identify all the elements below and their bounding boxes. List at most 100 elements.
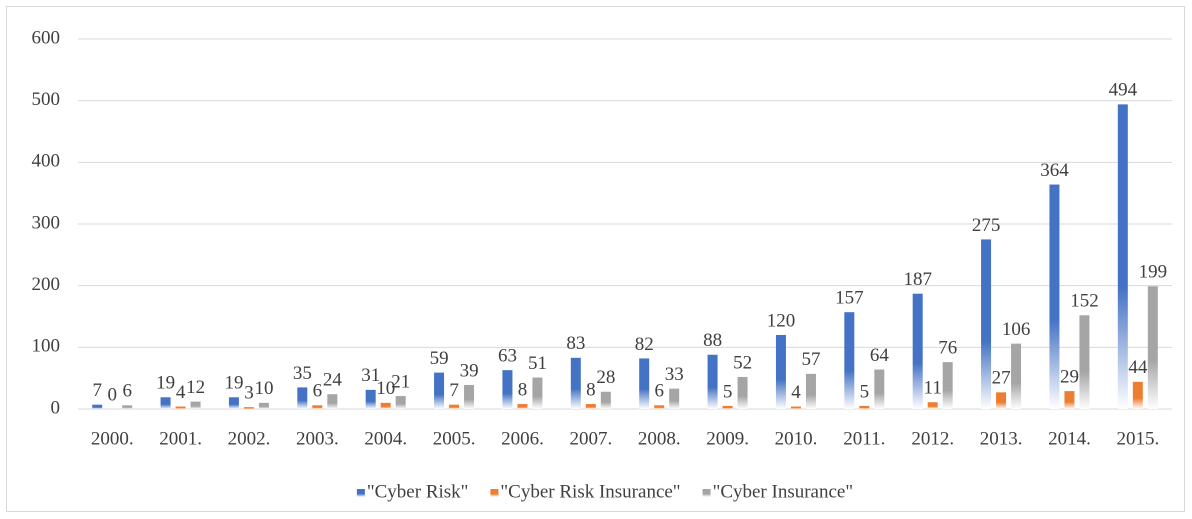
bar bbox=[502, 370, 513, 409]
bar bbox=[243, 407, 254, 409]
data-label: 21 bbox=[391, 371, 410, 392]
data-label: 51 bbox=[528, 353, 547, 374]
data-label: 8 bbox=[518, 379, 528, 400]
x-tick-label: 2000. bbox=[91, 428, 134, 449]
bar bbox=[92, 404, 103, 409]
bar bbox=[449, 404, 460, 409]
x-tick-label: 2003. bbox=[296, 428, 339, 449]
data-label: 5 bbox=[723, 381, 733, 402]
legend-marker bbox=[356, 489, 365, 497]
data-label: 64 bbox=[870, 345, 890, 366]
bar bbox=[464, 384, 475, 409]
data-label: 27 bbox=[992, 368, 1011, 389]
x-tick-label: 2015. bbox=[1116, 428, 1159, 449]
bar bbox=[1011, 343, 1022, 409]
data-label: 29 bbox=[1060, 366, 1079, 387]
bar bbox=[228, 397, 239, 409]
bar bbox=[669, 388, 680, 409]
bar bbox=[874, 369, 885, 409]
legend-label: "Cyber Insurance" bbox=[713, 481, 854, 502]
data-label: 24 bbox=[323, 370, 343, 391]
bar bbox=[365, 389, 376, 409]
bar bbox=[380, 402, 391, 409]
bar bbox=[517, 404, 528, 409]
bar bbox=[258, 402, 269, 409]
data-label: 6 bbox=[654, 381, 664, 402]
bar bbox=[1147, 286, 1158, 409]
bar bbox=[805, 373, 816, 409]
x-tick-label: 2006. bbox=[501, 428, 544, 449]
bar bbox=[600, 391, 611, 409]
data-label: 494 bbox=[1109, 80, 1138, 101]
x-tick-label: 2009. bbox=[706, 428, 749, 449]
data-label: 82 bbox=[635, 334, 654, 355]
y-tick-label: 300 bbox=[32, 212, 61, 233]
bar bbox=[639, 358, 650, 409]
x-tick-label: 2004. bbox=[364, 428, 407, 449]
legend-marker bbox=[702, 489, 711, 497]
bar bbox=[981, 239, 992, 409]
bar bbox=[775, 335, 786, 409]
data-label: 6 bbox=[122, 381, 132, 402]
data-label: 44 bbox=[1128, 357, 1148, 378]
y-tick-label: 600 bbox=[32, 27, 61, 48]
bar bbox=[1079, 315, 1090, 409]
data-label: 52 bbox=[733, 352, 752, 373]
x-tick-label: 2008. bbox=[638, 428, 681, 449]
bar bbox=[912, 293, 923, 409]
x-tick-label: 2001. bbox=[159, 428, 202, 449]
legend-label: "Cyber Risk" bbox=[367, 481, 469, 502]
data-label: 76 bbox=[938, 337, 957, 358]
x-tick-label: 2002. bbox=[228, 428, 271, 449]
data-label: 57 bbox=[801, 349, 820, 370]
bar bbox=[844, 312, 855, 409]
data-label: 187 bbox=[903, 269, 932, 290]
data-label: 12 bbox=[186, 377, 205, 398]
data-label: 10 bbox=[254, 378, 273, 399]
data-label: 6 bbox=[313, 381, 323, 402]
data-label: 106 bbox=[1002, 319, 1031, 340]
bar bbox=[790, 406, 801, 409]
data-label: 8 bbox=[586, 379, 596, 400]
data-label: 4 bbox=[176, 382, 186, 403]
data-label: 28 bbox=[596, 367, 615, 388]
data-label: 3 bbox=[244, 383, 254, 404]
y-tick-label: 500 bbox=[32, 89, 61, 110]
data-label: 35 bbox=[293, 363, 312, 384]
data-label: 31 bbox=[361, 365, 380, 386]
x-tick-label: 2013. bbox=[980, 428, 1023, 449]
bar bbox=[722, 405, 733, 409]
x-tick-label: 2012. bbox=[911, 428, 954, 449]
bar bbox=[707, 354, 718, 409]
data-label: 7 bbox=[449, 380, 459, 401]
data-label: 7 bbox=[92, 380, 102, 401]
data-label: 33 bbox=[665, 364, 684, 385]
legend: "Cyber Risk" "Cyber Risk Insurance" "Cyber… bbox=[356, 481, 854, 502]
data-label: 11 bbox=[924, 378, 942, 399]
bar bbox=[737, 376, 748, 409]
bar bbox=[927, 402, 938, 409]
data-label: 10 bbox=[376, 378, 395, 399]
data-label: 19 bbox=[224, 373, 243, 394]
bar bbox=[1117, 104, 1128, 409]
bar bbox=[859, 405, 870, 409]
y-tick-label: 400 bbox=[32, 151, 61, 172]
bar bbox=[654, 405, 665, 409]
data-label: 199 bbox=[1139, 262, 1168, 283]
data-label: 39 bbox=[460, 360, 479, 381]
bar bbox=[1132, 381, 1143, 409]
x-tick-label: 2014. bbox=[1048, 428, 1091, 449]
data-label: 364 bbox=[1040, 160, 1069, 181]
bar bbox=[532, 377, 543, 409]
data-label: 83 bbox=[566, 333, 585, 354]
x-tick-label: 2011. bbox=[843, 428, 885, 449]
y-tick-label: 100 bbox=[32, 336, 61, 357]
bar bbox=[297, 387, 308, 409]
bar bbox=[1049, 184, 1060, 409]
y-tick-label: 0 bbox=[51, 397, 61, 418]
bar bbox=[585, 404, 596, 409]
x-tick-label: 2007. bbox=[569, 428, 612, 449]
bar bbox=[160, 397, 171, 409]
data-label: 63 bbox=[498, 346, 517, 367]
